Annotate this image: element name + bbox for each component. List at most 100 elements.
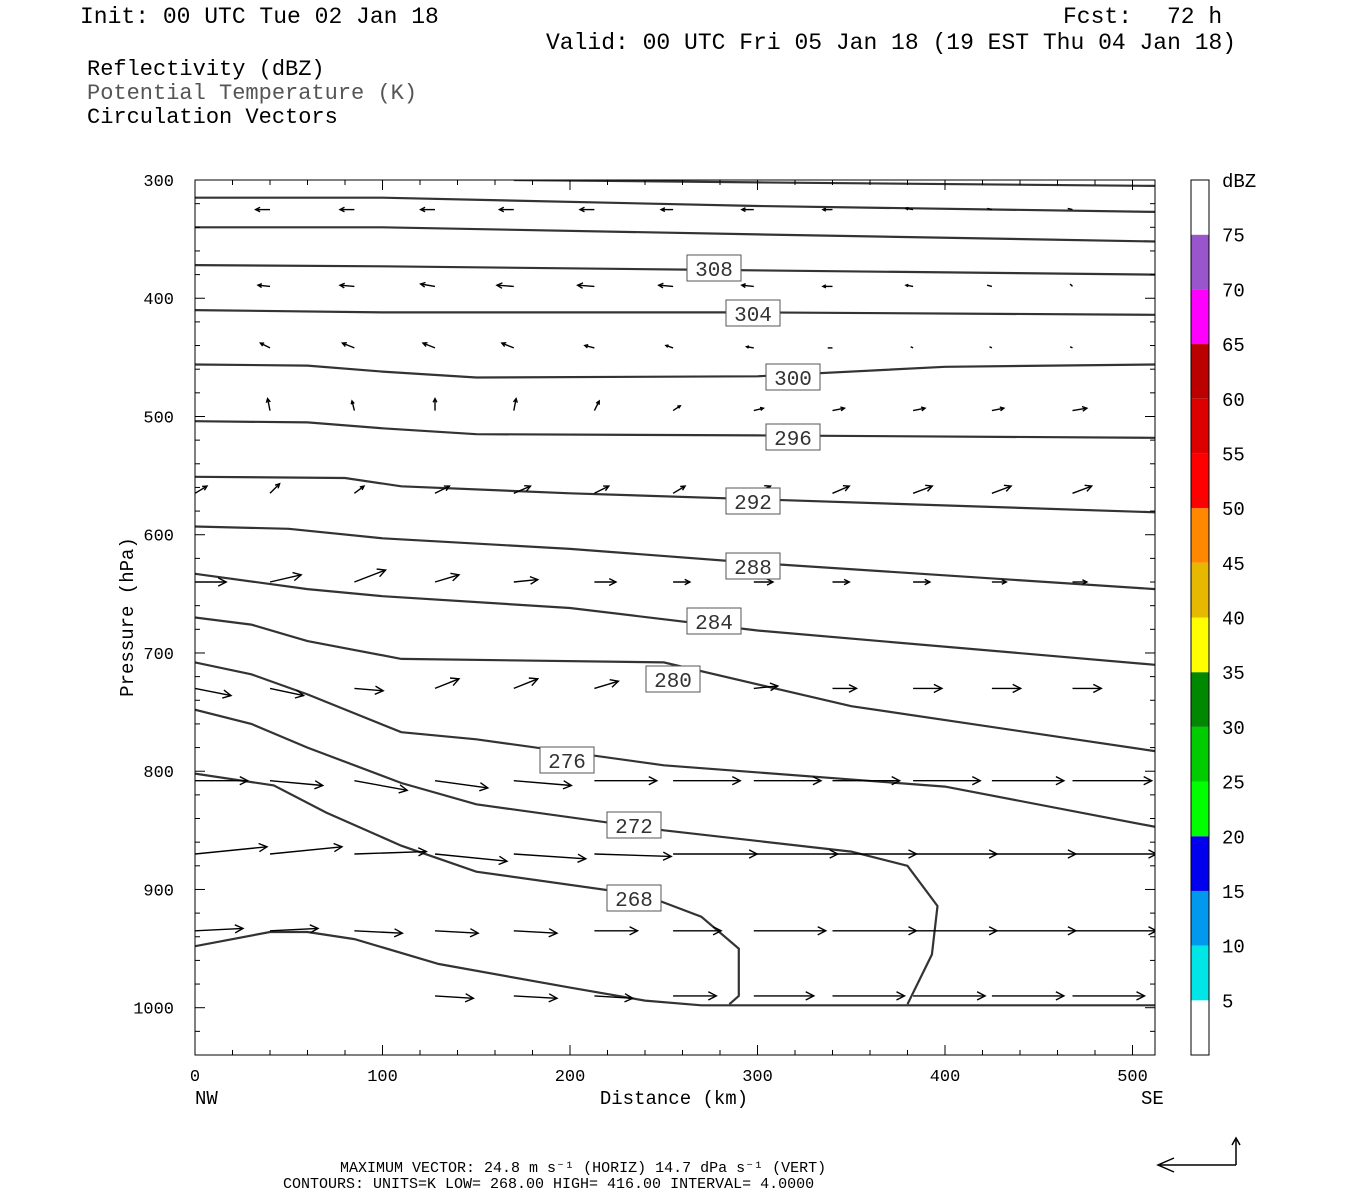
y-tick-label: 900 — [143, 882, 174, 901]
colorbar-level-label: 30 — [1222, 718, 1245, 740]
circulation-vector — [740, 283, 754, 289]
circulation-vector — [1069, 283, 1073, 287]
theta-contour-unlabeled-2 — [195, 226, 1155, 243]
y-axis: 300 400 500 600 700 800 900 1000 — [133, 173, 1155, 1056]
circulation-vector — [1069, 346, 1073, 349]
circulation-vector — [513, 993, 559, 1003]
circulation-vector — [753, 849, 840, 859]
theta-contour-304 — [195, 309, 1155, 316]
circulation-vector — [753, 926, 828, 936]
contour-label-text: 288 — [734, 558, 772, 581]
contour-info: CONTOURS: UNITS=K LOW= 268.00 HIGH= 416.… — [283, 1176, 815, 1193]
colorbar-segment — [1191, 508, 1209, 563]
circulation-vector — [673, 991, 718, 1001]
contour-label-296: 296 — [765, 423, 821, 452]
circulation-vector — [432, 397, 438, 411]
circulation-vector — [821, 284, 833, 289]
circulation-vector — [832, 991, 907, 1001]
init-time: Init: 00 UTC Tue 02 Jan 18 — [80, 4, 439, 30]
circulation-vector — [753, 775, 823, 786]
circulation-vector — [1072, 775, 1154, 786]
circulation-vector — [832, 406, 847, 412]
circulation-vector — [594, 926, 640, 936]
circulation-vector — [832, 926, 919, 936]
circulation-vector — [657, 282, 674, 289]
circulation-vector — [913, 849, 999, 859]
circulation-vector — [913, 775, 982, 786]
theta-contour-284 — [195, 572, 1155, 666]
circulation-vector — [673, 775, 742, 786]
contour-label-300: 300 — [765, 363, 821, 392]
colorbar: 5 10 15 20 25 30 35 40 45 50 55 60 65 70 75 — [1190, 179, 1245, 1056]
circulation-vector — [594, 485, 611, 494]
x-axis: 0 100 200 300 400 500 — [190, 180, 1148, 1087]
circulation-vector — [594, 775, 659, 786]
circulation-vector — [195, 842, 269, 855]
theta-contour-unlabeled-1 — [195, 196, 1155, 213]
circulation-vector — [354, 685, 385, 695]
circulation-vector — [434, 485, 451, 494]
contour-label-276: 276 — [539, 746, 595, 775]
contour-label-308: 308 — [686, 254, 742, 283]
circulation-vector — [195, 775, 250, 786]
circulation-vector — [434, 780, 490, 792]
y-tick-label: 1000 — [133, 1001, 174, 1020]
circulation-vector — [664, 344, 674, 349]
circulation-vector — [354, 568, 388, 583]
colorbar-level-label: 40 — [1222, 609, 1245, 631]
circulation-vector — [495, 282, 514, 289]
circulation-vector — [350, 399, 356, 411]
colorbar-level-label: 50 — [1222, 499, 1245, 521]
contour-label-text: 304 — [734, 305, 772, 328]
colorbar-segment — [1191, 781, 1209, 837]
theta-contour-296 — [195, 420, 1155, 439]
circulation-vector — [832, 485, 851, 494]
circulation-vector — [913, 991, 987, 1001]
colorbar-unit: dBZ — [1222, 171, 1256, 193]
circulation-vector — [354, 780, 409, 794]
x-right-end-label: SE — [1141, 1088, 1164, 1110]
circulation-vector — [913, 578, 932, 586]
y-axis-label: Pressure (hPa) — [117, 537, 139, 697]
circulation-vector — [419, 206, 435, 213]
colorbar-segment — [1191, 836, 1209, 891]
circulation-vector — [744, 345, 754, 349]
circulation-vector — [753, 682, 780, 692]
circulation-vector — [912, 406, 927, 412]
x-tick-label: 400 — [930, 1068, 961, 1087]
circulation-vector — [1072, 405, 1089, 412]
circulation-vector — [513, 677, 540, 690]
circulation-vector — [594, 679, 620, 690]
circulation-vector — [1072, 683, 1103, 694]
colorbar-segment — [1191, 890, 1209, 946]
circulation-vector — [338, 282, 355, 289]
contour-label-292: 292 — [725, 487, 781, 516]
circulation-vector — [434, 993, 475, 1003]
valid-time: Valid: 00 UTC Fri 05 Jan 18 (19 EST Thu … — [546, 30, 1237, 56]
contour-label-280: 280 — [645, 665, 701, 694]
circulation-vector — [513, 485, 532, 494]
contour-label-text: 308 — [695, 260, 733, 283]
circulation-vector — [269, 924, 320, 934]
circulation-vector — [753, 991, 816, 1001]
y-tick-label: 400 — [143, 291, 174, 310]
circulation-vector — [513, 928, 559, 938]
circulation-vector — [1072, 579, 1089, 585]
circulation-vector — [986, 207, 993, 211]
colorbar-level-label: 45 — [1222, 554, 1245, 576]
x-tick-label: 500 — [1117, 1068, 1148, 1087]
circulation-vector — [986, 284, 993, 288]
circulation-vector — [991, 406, 1006, 412]
theta-contour-276 — [195, 661, 1155, 828]
circulation-vector — [353, 485, 366, 494]
colorbar-level-label: 10 — [1222, 937, 1245, 959]
plot-frame — [194, 179, 1156, 1056]
max-vector-info: MAXIMUM VECTOR: 24.8 m s⁻¹ (HORIZ) 14.7 … — [340, 1160, 827, 1177]
x-tick-label: 300 — [742, 1068, 773, 1087]
colorbar-segment — [1191, 617, 1209, 673]
forecast-label: Fcst: — [1063, 4, 1133, 30]
circulation-vector — [1072, 991, 1147, 1001]
colorbar-level-label: 20 — [1222, 827, 1245, 849]
circulation-vector — [513, 853, 588, 863]
